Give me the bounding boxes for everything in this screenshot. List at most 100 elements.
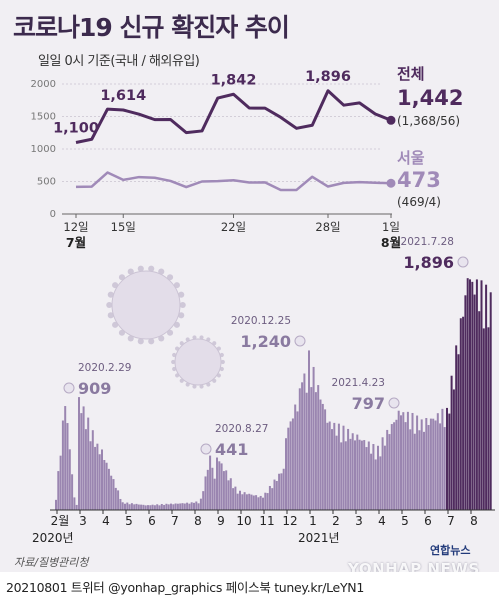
source-note: 자료/질병관리청	[14, 556, 89, 569]
chart-subtitle: 일일 0시 기준(국내 / 해외유입)	[38, 54, 200, 69]
year-label: 2020년	[32, 531, 74, 545]
virus-illustration	[171, 335, 225, 389]
daily-bar	[423, 431, 425, 510]
peak-label: 1,614	[100, 88, 146, 104]
virus-spike	[178, 312, 185, 319]
callout-marker	[388, 397, 400, 409]
bar-x-tick-label: 8	[194, 514, 202, 528]
daily-bar	[209, 455, 212, 510]
daily-bar	[377, 445, 379, 510]
virus-spike	[106, 301, 113, 309]
daily-bar	[243, 492, 246, 510]
daily-bar	[78, 397, 80, 510]
daily-bar	[347, 428, 350, 510]
daily-bar	[459, 318, 462, 510]
daily-bar	[314, 392, 317, 510]
daily-bar	[232, 488, 235, 510]
virus-spike	[179, 301, 186, 309]
bar-x-tick-label: 11	[259, 514, 274, 528]
daily-bar	[393, 422, 396, 510]
callout-value: 1,240	[240, 332, 291, 351]
daily-bar	[420, 419, 423, 510]
virus-body	[174, 338, 222, 386]
daily-bar	[425, 418, 428, 510]
daily-bar	[245, 494, 248, 510]
daily-bar	[195, 501, 198, 510]
virus-spike	[172, 352, 177, 358]
daily-bar	[443, 427, 446, 510]
series-end-value: 473	[397, 168, 441, 192]
daily-bar	[165, 503, 168, 510]
daily-bar	[84, 429, 87, 510]
y-tick-label: 1000	[31, 144, 56, 155]
daily-bar	[183, 503, 186, 510]
daily-bar	[264, 492, 267, 510]
virus-illustration	[106, 265, 186, 345]
bar-x-tick-label: 6	[424, 514, 432, 528]
daily-bar	[372, 444, 375, 510]
virus-spike	[158, 268, 165, 275]
daily-bar	[202, 491, 205, 510]
footer-text: 20210801 트위터 @yonhap_graphics 페이스북 tuney…	[6, 580, 364, 595]
daily-bar	[80, 413, 83, 510]
daily-bar	[199, 498, 202, 510]
daily-bar	[222, 471, 225, 510]
daily-bar	[406, 411, 409, 510]
daily-bar	[229, 478, 232, 510]
bar-x-tick-label: 10	[236, 514, 251, 528]
daily-bar	[87, 417, 90, 510]
daily-bar	[367, 441, 370, 510]
daily-bar	[466, 278, 469, 510]
daily-bar	[66, 423, 69, 510]
daily-bar	[98, 454, 101, 510]
daily-bar	[411, 412, 414, 510]
series-line-0	[75, 89, 392, 144]
daily-bar	[280, 473, 283, 510]
bar-x-tick-label: 3	[79, 514, 87, 528]
y-tick-label: 0	[50, 209, 56, 220]
x-tick-label: 1일	[382, 220, 400, 234]
virus-spike	[118, 274, 126, 281]
virus-spike	[148, 338, 155, 345]
daily-bar	[326, 422, 329, 510]
daily-bar	[289, 421, 292, 510]
daily-bar	[234, 486, 237, 510]
virus-spike	[220, 359, 225, 365]
daily-bar	[239, 490, 241, 510]
callout-marker	[457, 256, 469, 268]
daily-bar	[114, 487, 117, 510]
daily-bar	[174, 503, 177, 510]
daily-bar	[351, 433, 354, 510]
series-end-detail: (1,368/56)	[397, 114, 460, 128]
daily-bar	[360, 440, 363, 510]
daily-bar	[354, 440, 356, 510]
daily-bar	[312, 366, 315, 510]
callout-date: 2021.4.23	[332, 377, 385, 389]
series-end-value: 1,442	[397, 86, 463, 110]
virus-spike	[166, 274, 174, 281]
daily-bar	[156, 504, 159, 510]
daily-bar	[356, 434, 359, 510]
daily-bar	[487, 327, 490, 510]
daily-bar	[213, 478, 216, 510]
daily-bar	[439, 423, 442, 510]
daily-bar	[489, 292, 492, 510]
daily-bar	[365, 447, 368, 510]
daily-bar	[480, 280, 483, 510]
daily-bar	[363, 440, 366, 510]
daily-bar	[349, 438, 352, 510]
virus-spike	[112, 282, 119, 289]
daily-bar	[471, 281, 474, 510]
virus-spike	[158, 335, 165, 342]
daily-bar	[89, 441, 92, 510]
daily-bar	[197, 503, 200, 510]
y-tick-label: 500	[37, 177, 56, 188]
virus-spike	[192, 335, 197, 340]
daily-bar	[61, 420, 64, 510]
daily-bar	[68, 449, 71, 510]
daily-bar	[441, 408, 444, 510]
x-tick-label: 22일	[221, 220, 246, 234]
daily-bar	[317, 385, 320, 510]
callout-marker	[63, 382, 75, 394]
bar-x-tick-label: 12	[282, 514, 297, 528]
